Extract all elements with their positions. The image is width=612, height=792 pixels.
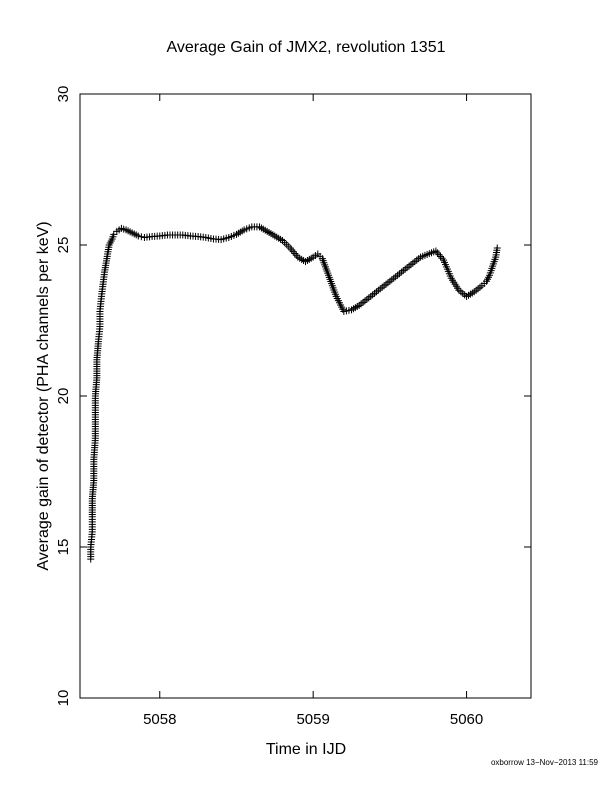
y-ticks: 10 15 20 25 30 — [55, 86, 531, 707]
data-point — [399, 267, 407, 275]
x-tick-label: 5060 — [450, 711, 483, 728]
data-point — [371, 289, 379, 297]
x-ticks: 5058 5059 5060 — [143, 94, 483, 728]
y-tick-label: 30 — [55, 86, 72, 103]
data-point — [476, 283, 484, 291]
data-point — [361, 297, 369, 305]
data-point — [367, 292, 375, 300]
data-point — [394, 271, 402, 279]
data-point — [292, 251, 300, 259]
data-point — [359, 298, 367, 306]
data-point — [291, 249, 299, 257]
x-tick-label: 5058 — [143, 711, 176, 728]
data-point — [403, 264, 411, 272]
data-point — [407, 261, 415, 269]
data-point — [376, 285, 384, 293]
data-point — [286, 244, 294, 252]
data-point — [392, 273, 400, 281]
data-point — [411, 258, 419, 266]
data-point — [438, 254, 446, 262]
data-point — [433, 249, 441, 257]
data-point — [413, 256, 421, 264]
data-point — [493, 244, 501, 252]
data-point — [365, 294, 373, 302]
data-point — [289, 248, 297, 256]
data-point — [397, 268, 405, 276]
y-tick-label: 25 — [55, 237, 72, 254]
data-point — [378, 283, 386, 291]
data-point — [386, 277, 394, 285]
data-point — [405, 262, 413, 270]
data-point — [282, 240, 290, 248]
data-point — [284, 242, 292, 250]
y-tick-label: 10 — [55, 690, 72, 707]
data-point — [280, 238, 288, 246]
data-point — [432, 247, 440, 255]
plot-frame — [79, 93, 532, 699]
data-point — [384, 279, 392, 287]
data-point — [390, 274, 398, 282]
data-point — [382, 280, 390, 288]
x-axis-label: Time in IJD — [266, 741, 346, 758]
data-point — [474, 285, 482, 293]
data-point — [134, 232, 142, 240]
credit-footnote: oxborrow 13−Nov−2013 11:59 — [490, 758, 598, 767]
data-point — [380, 282, 388, 290]
y-tick-label: 20 — [55, 388, 72, 405]
chart-title: Average Gain of JMX2, revolution 1351 — [167, 39, 446, 56]
data-point — [369, 291, 377, 299]
data-points — [87, 223, 501, 563]
data-point — [457, 288, 465, 296]
data-point — [363, 295, 371, 303]
x-tick-label: 5059 — [296, 711, 329, 728]
data-point — [436, 252, 444, 260]
data-point — [409, 259, 417, 267]
data-point — [374, 286, 382, 294]
data-point — [110, 230, 118, 238]
data-point — [435, 251, 443, 259]
data-point — [395, 270, 403, 278]
y-axis-label: Average gain of detector (PHA channels p… — [35, 221, 52, 570]
data-point — [288, 246, 296, 254]
y-tick-label: 15 — [55, 539, 72, 556]
data-point — [401, 265, 409, 273]
data-point — [459, 289, 467, 297]
data-point — [372, 288, 380, 296]
data-point — [388, 276, 396, 284]
